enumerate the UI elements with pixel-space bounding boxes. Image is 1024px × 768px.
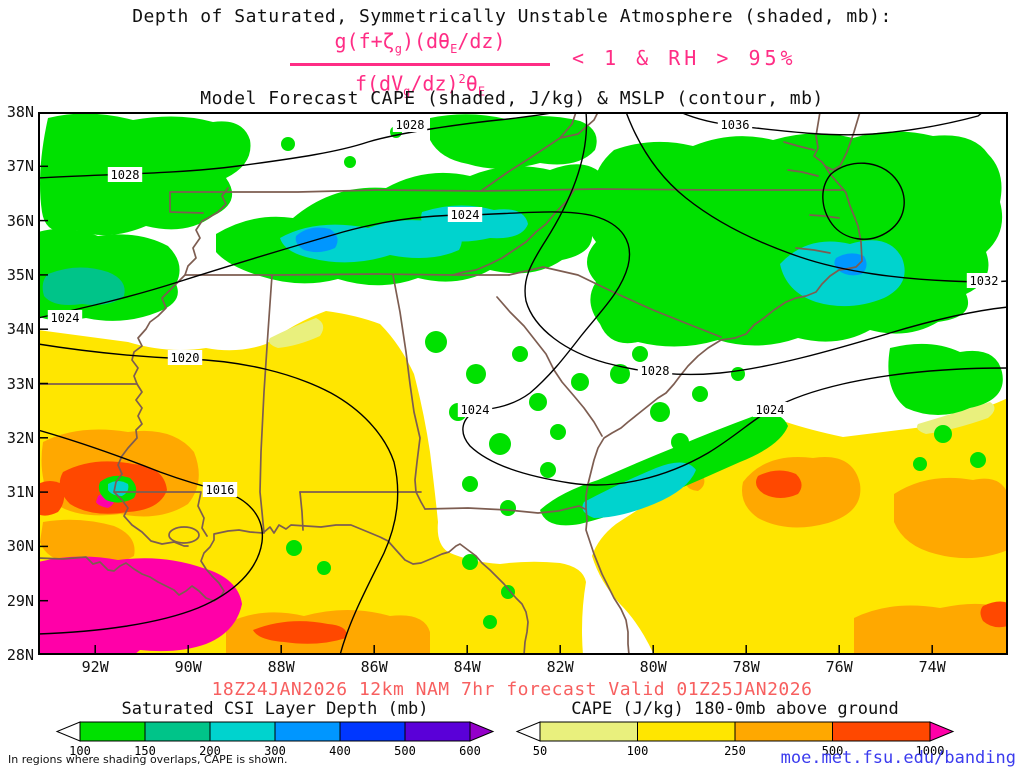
site-link[interactable]: moe.met.fsu.edu/banding	[780, 748, 1016, 768]
formula-fraction: g(f+ζg)(dθE/dz) f(dVg/dz)2θE	[270, 29, 570, 105]
contour-label: 1024	[461, 403, 490, 417]
state-borders	[38, 112, 863, 655]
formula-part: 2	[458, 72, 466, 86]
contour-label: 1028	[111, 168, 140, 182]
formula-part: g	[403, 84, 411, 99]
contour-labels: 1028 1028 1036 1032 1024 1024 1020 1028 1024 1024…	[47, 117, 1002, 497]
colorbar-tick-label: 500	[394, 744, 416, 758]
lat-tick-label: 33N	[6, 374, 34, 393]
formula-condition: < 1 & RH > 95%	[572, 46, 797, 70]
lon-tick-label: 74W	[918, 658, 946, 676]
formula-part: )(dθ	[401, 29, 451, 53]
colorbar-tick-label: 300	[264, 744, 286, 758]
lat-tick-label: 30N	[6, 537, 34, 556]
colorbar-tick-label: 250	[724, 744, 746, 758]
contour-label: 1028	[396, 118, 425, 132]
lat-tick-label: 35N	[6, 265, 34, 284]
colorbar-tick-label: 1000	[916, 744, 945, 758]
colorbar-tick-label: 400	[329, 744, 351, 758]
contour-label: 1024	[756, 403, 785, 417]
contour-label: 1036	[721, 118, 750, 132]
mslp-contours	[38, 112, 1008, 655]
contour-label: 1024	[51, 311, 80, 325]
fraction-bar	[290, 63, 550, 66]
forecast-info-line: 18Z24JAN2026 12km NAM 7hr forecast Valid…	[211, 679, 813, 700]
formula-part: f(dV	[354, 71, 404, 96]
axis-tick-marks	[40, 112, 933, 655]
lat-tick-label: 29N	[6, 591, 34, 610]
colorbar-tick-label: 50	[533, 744, 547, 758]
csi-colorbar: 100 150 200 300 400 500 600	[55, 721, 495, 758]
lon-tick-label: 90W	[174, 658, 202, 676]
cape-colorbar: 50 100 250 500 1000	[515, 721, 955, 758]
colorbar-tick-label: 200	[199, 744, 221, 758]
csi-colorbar-title: Saturated CSI Layer Depth (mb)	[121, 699, 429, 719]
colorbar-tick-label: 100	[69, 744, 91, 758]
contour-label: 1032	[970, 274, 999, 288]
lat-tick-label: 36N	[6, 211, 34, 230]
formula-part: E	[450, 42, 458, 56]
lat-tick-label: 37N	[6, 157, 34, 176]
map-canvas: 1028 1028 1036 1032 1024 1024 1020 1028 1024 1024…	[38, 112, 1008, 655]
lon-tick-label: 78W	[732, 658, 760, 676]
contour-label: 1028	[641, 364, 670, 378]
lon-tick-label: 82W	[546, 658, 574, 676]
lat-tick-label: 28N	[6, 646, 34, 664]
lon-tick-label: 76W	[825, 658, 853, 676]
lon-tick-label: 86W	[360, 658, 388, 676]
colorbar-tick-label: 150	[134, 744, 156, 758]
formula-part: /dz)	[410, 71, 459, 96]
lat-tick-label: 34N	[6, 320, 34, 339]
colorbar-tick-label: 500	[822, 744, 844, 758]
colorbar-tick-label: 600	[459, 744, 481, 758]
lon-tick-label: 80W	[639, 658, 667, 676]
formula-numerator: g(f+ζg)(dθE/dz)	[270, 29, 570, 62]
contour-label: 1016	[206, 483, 235, 497]
overlap-note: In regions where shading overlaps, CAPE …	[8, 753, 288, 766]
formula-part: θ	[465, 71, 478, 96]
formula-part: /dz)	[457, 29, 506, 53]
plot-title-line1: Depth of Saturated, Symmetrically Unstab…	[132, 6, 892, 27]
formula-part: g(f+ζ	[334, 29, 395, 53]
formula-part: E	[477, 84, 486, 99]
contour-label: 1020	[171, 351, 200, 365]
lon-tick-label: 88W	[267, 658, 295, 676]
lon-tick-label: 84W	[453, 658, 481, 676]
lat-tick-label: 38N	[6, 103, 34, 121]
lat-tick-label: 32N	[6, 428, 34, 447]
lat-tick-label: 31N	[6, 483, 34, 502]
map-frame	[38, 112, 1008, 655]
colorbar-tick-label: 100	[627, 744, 649, 758]
cape-colorbar-title: CAPE (J/kg) 180-0mb above ground	[571, 699, 899, 719]
plot-title-line2: Model Forecast CAPE (shaded, J/kg) & MSL…	[200, 88, 824, 109]
formula-denominator: f(dVg/dz)2θE	[270, 67, 570, 105]
lon-tick-label: 92W	[81, 658, 109, 676]
contour-label: 1024	[451, 208, 480, 222]
formula-part: g	[394, 42, 402, 56]
